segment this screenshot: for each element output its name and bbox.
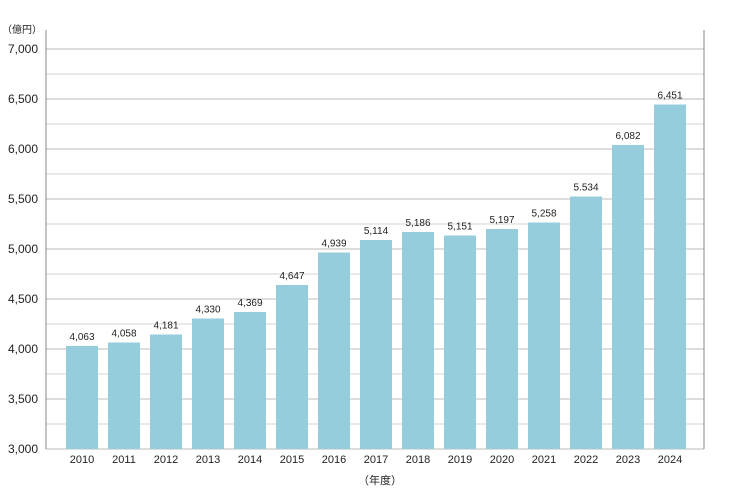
x-tick-label: 2015 [280,454,304,466]
y-tick-labels: 3,000 3,500 4,000 4,500 5,000 5,500 6,000 6,500… [8,42,38,456]
data-labels: 4,063 4,058 4,181 4,330 4,369 4,647 4,939 5,114… [69,91,682,344]
bar [192,318,224,449]
y-axis-unit-label: （億円） [2,23,42,36]
data-label: 4,647 [279,271,304,282]
bar [318,252,350,449]
x-tick-label: 2017 [364,454,388,466]
y-tick-label: 5,000 [8,242,38,256]
bar [570,196,602,449]
x-tick-labels: 2010 2011 2012 2013 2014 2015 2016 2017 2018 2019… [70,454,682,466]
x-tick-label: 2016 [322,454,346,466]
bar [360,240,392,449]
bar [528,222,560,449]
data-label: 5,258 [531,209,556,220]
data-label: 4,058 [111,329,136,340]
y-tick-label: 5,500 [8,192,38,206]
y-tick-label: 6,500 [8,92,38,106]
y-tick-label: 3,500 [8,392,38,406]
data-label: 6,451 [657,91,682,102]
bar [612,145,644,449]
data-label: 4,330 [195,305,220,316]
x-tick-label: 2010 [70,454,94,466]
bar [444,235,476,449]
bar [276,285,308,449]
x-tick-label: 2018 [406,454,430,466]
bars [66,104,686,449]
bar [402,232,434,449]
x-tick-label: 2021 [532,454,556,466]
y-tick-label: 4,000 [8,342,38,356]
axes [45,30,705,449]
x-tick-label: 2011 [112,454,136,466]
data-label: 5,151 [447,222,472,233]
bar [108,342,140,449]
data-label: 4,063 [69,332,94,343]
bar [234,312,266,449]
bar [66,346,98,449]
data-label: 5.534 [573,183,598,194]
x-tick-label: 2020 [490,454,514,466]
x-tick-label: 2023 [616,454,640,466]
x-axis-title: （年度） [358,473,402,487]
y-tick-label: 4,500 [8,292,38,306]
y-tick-label: 7,000 [8,42,38,56]
data-label: 5,197 [489,215,514,226]
y-tick-label: 3,000 [8,442,38,456]
y-tick-label: 6,000 [8,142,38,156]
data-label: 5,114 [364,226,389,237]
x-tick-label: 2024 [658,454,682,466]
bar [150,334,182,449]
data-label: 5,186 [405,218,430,229]
data-label: 4,939 [321,239,346,250]
x-tick-label: 2022 [574,454,598,466]
bar [654,104,686,449]
x-tick-label: 2012 [154,454,178,466]
x-tick-label: 2019 [448,454,472,466]
x-tick-label: 2014 [238,454,262,466]
bar [486,229,518,449]
x-tick-label: 2013 [196,454,220,466]
data-label: 4,369 [237,298,262,309]
data-label: 4,181 [153,321,178,332]
data-label: 6,082 [615,131,640,142]
